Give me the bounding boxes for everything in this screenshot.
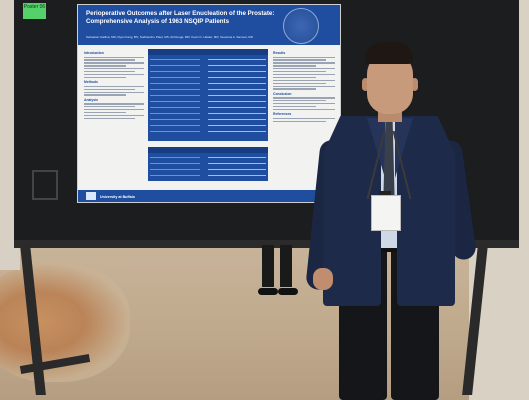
university-seal-icon bbox=[283, 8, 319, 44]
presenter-person bbox=[305, 40, 478, 400]
ear bbox=[411, 78, 418, 91]
poster-footer: University at Buffalo bbox=[78, 190, 340, 202]
poster-footer-text: University at Buffalo bbox=[100, 195, 135, 199]
name-badge bbox=[371, 195, 401, 231]
poster-column-middle bbox=[148, 49, 268, 189]
section-heading: Conclusion bbox=[273, 91, 292, 96]
sticky-note: Poster 06 bbox=[23, 3, 46, 19]
belt bbox=[339, 246, 439, 252]
suit-jacket bbox=[397, 116, 455, 306]
poster-authors: Sebastian Gallina, MD; Ryan Kang, BS; Su… bbox=[86, 35, 253, 39]
section-heading: Results bbox=[273, 51, 286, 55]
university-logo-icon bbox=[86, 192, 96, 200]
hair bbox=[365, 42, 413, 64]
poster-column-left: Introduction Methods Analysis bbox=[84, 49, 144, 189]
section-heading: Introduction bbox=[84, 51, 104, 55]
data-table bbox=[148, 147, 268, 181]
research-poster: Perioperative Outcomes after Laser Enucl… bbox=[78, 5, 340, 202]
section-heading: Methods bbox=[84, 80, 98, 85]
background-person-legs bbox=[258, 245, 298, 295]
section-heading: Analysis bbox=[84, 97, 98, 102]
data-table bbox=[148, 49, 268, 141]
badge-clip bbox=[379, 191, 391, 196]
poster-header: Perioperative Outcomes after Laser Enucl… bbox=[78, 5, 340, 45]
poster-column-right: Results Conclusion References bbox=[273, 49, 335, 189]
poster-board-edge bbox=[14, 240, 519, 248]
sticky-note-text: Poster 06 bbox=[23, 4, 46, 10]
board-hinge bbox=[32, 170, 58, 200]
poster-title: Perioperative Outcomes after Laser Enucl… bbox=[86, 10, 275, 25]
hand bbox=[313, 268, 333, 290]
section-heading: References bbox=[273, 112, 292, 117]
ear bbox=[362, 78, 369, 91]
